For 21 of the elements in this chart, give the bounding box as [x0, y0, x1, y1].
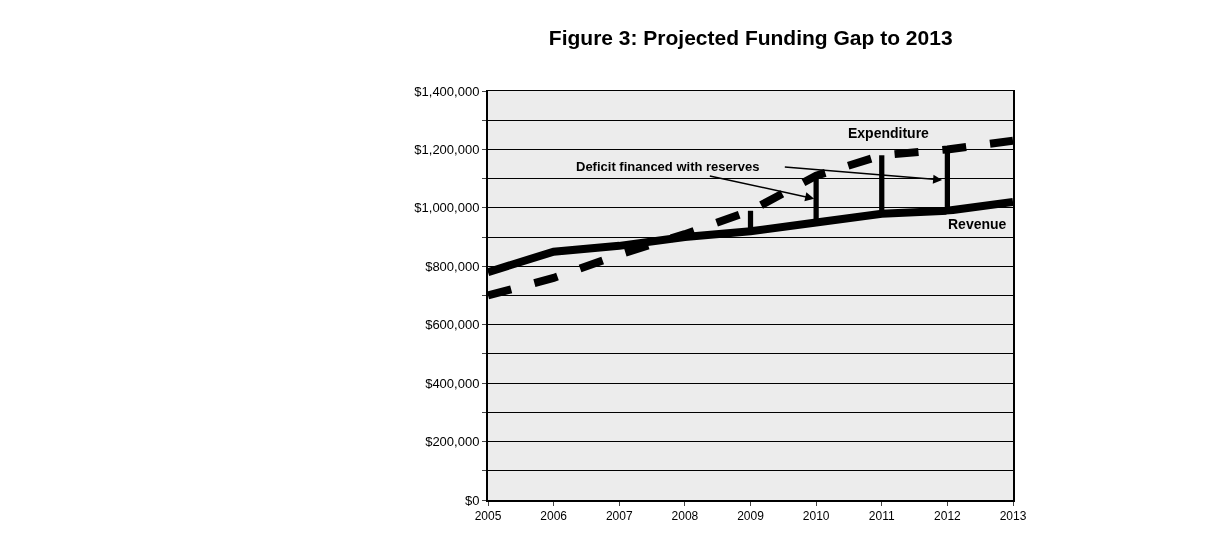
- y-tick-label: $800,000: [425, 258, 480, 274]
- x-tick-label: 2005: [474, 508, 502, 523]
- x-tick-label: 2007: [605, 508, 633, 523]
- series-label: Expenditure: [848, 125, 930, 141]
- series-label: Revenue: [948, 216, 1007, 232]
- x-tick-label: 2009: [737, 508, 765, 523]
- x-tick-label: 2013: [999, 508, 1027, 523]
- y-tick-label: $1,200,000: [414, 141, 480, 157]
- y-tick-label: $200,000: [425, 434, 480, 450]
- x-tick-label: 2012: [934, 508, 962, 523]
- y-tick-label: $1,000,000: [414, 200, 480, 216]
- chart-title: Figure 3: Projected Funding Gap to 2013: [548, 26, 953, 50]
- y-tick-label: $0: [464, 492, 480, 508]
- y-tick-label: $400,000: [425, 375, 480, 391]
- x-tick-label: 2008: [671, 508, 699, 523]
- x-tick-label: 2006: [540, 508, 568, 523]
- y-tick-label: $1,400,000: [414, 83, 480, 99]
- x-tick-label: 2011: [868, 508, 895, 523]
- annotation: Deficit financed with reserves: [576, 159, 760, 174]
- x-tick-label: 2010: [802, 508, 830, 523]
- y-tick-label: $600,000: [425, 317, 480, 333]
